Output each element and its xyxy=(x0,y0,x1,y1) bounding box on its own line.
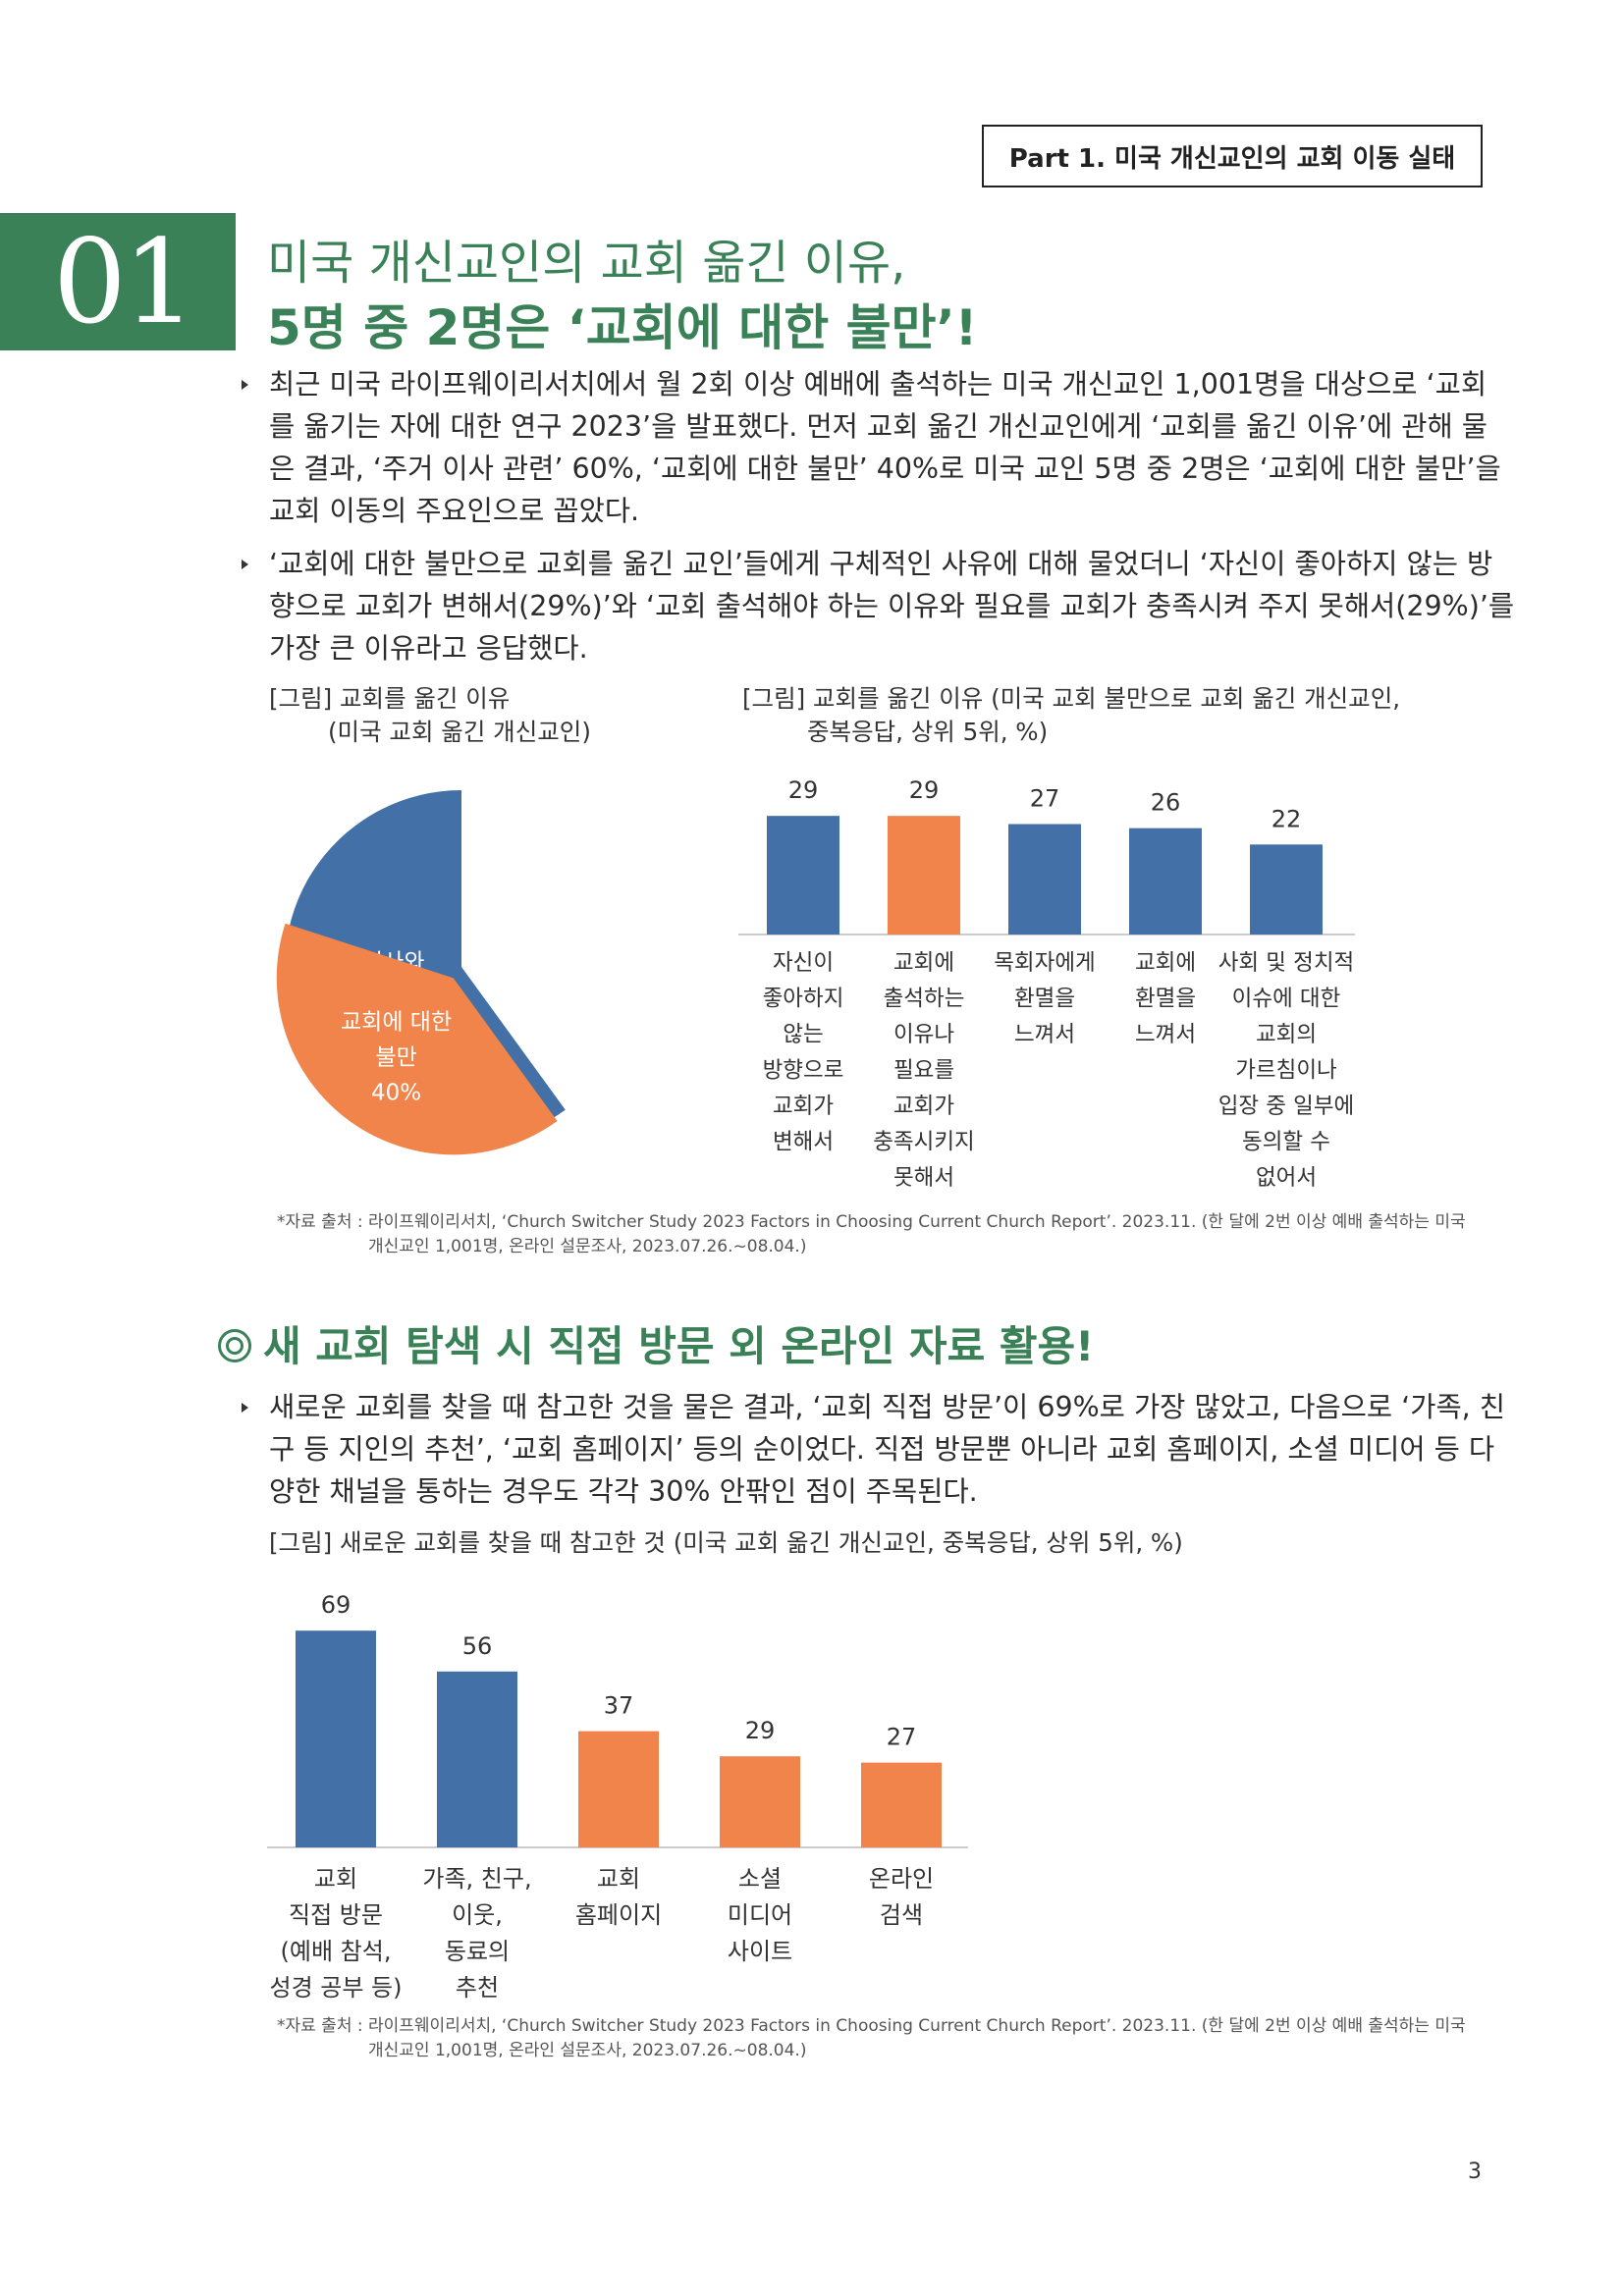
source-note-2: *자료 출처 : 라이프웨이리서치, ‘Church Switcher Stud… xyxy=(277,2014,1466,2063)
bar-value-label: 69 xyxy=(321,1591,352,1619)
bar1-caption: [그림] 교회를 옮긴 이유 (미국 교회 불만으로 교회 옮긴 개신교인, 중… xyxy=(742,682,1400,749)
source-line: 개신교인 1,001명, 온라인 설문조사, 2023.07.26.~08.04… xyxy=(368,2041,807,2060)
section2-heading-text: 새 교회 탐색 시 직접 방문 외 온라인 자료 활용! xyxy=(263,1322,1095,1370)
bar xyxy=(437,1671,517,1847)
bar2-caption: [그림] 새로운 교회를 찾을 때 참고한 것 (미국 교회 옮긴 개신교인, … xyxy=(269,1528,1183,1557)
bar-category-label: 교회에 환멸을 느껴서 xyxy=(1135,950,1196,1047)
bar xyxy=(888,816,960,934)
section-number: 01 xyxy=(52,214,196,349)
bar-category-label: 교회에 출석하는 이유나 필요를 교회가 충족시키지 못해서 xyxy=(873,950,975,1191)
bar-chart-reasons: 29 자신이 좋아하지 않는 방향으로 교회가 변해서 29 교회에 출석하는 이유나 필요를 교회가 충… xyxy=(738,776,1355,1191)
paragraph-line: 교회 이동의 주요인으로 꼽았다. xyxy=(269,495,640,527)
pie-caption-line2: (미국 교회 옮긴 개신교인) xyxy=(328,718,591,746)
bar-category-label: 가족, 친구, 이웃, 동료의 추천 xyxy=(422,1865,531,2002)
bar-category-label: 목회자에게 환멸을 느껴서 xyxy=(994,950,1096,1047)
section-title-line1: 미국 개신교인의 교회 옮긴 이유, xyxy=(267,236,906,291)
bar-category-label: 사회 및 정치적 이슈에 대한 교회의 가르침이나 입장 중 일부에 동의할 수 없어서 xyxy=(1218,950,1355,1191)
paragraph-line: 은 결과, ‘주거 이사 관련’ 60%, ‘교회에 대한 불만’ 40%로 미… xyxy=(269,453,1501,485)
paragraph-3: 새로운 교회를 찾을 때 참고한 것을 물은 결과, ‘교회 직접 방문’이 6… xyxy=(242,1386,1505,1513)
bar xyxy=(767,816,839,934)
bar-chart-sources: 69 교회 직접 방문 (예배 참석, 성경 공부 등) 56 가족, 친구, 이웃, 동료의 추… xyxy=(267,1591,968,2002)
bar xyxy=(1129,828,1202,934)
paragraph-line: 가장 큰 이유라고 응답했다. xyxy=(269,632,588,665)
source-line: *자료 출처 : 라이프웨이리서치, ‘Church Switcher Stud… xyxy=(277,1212,1466,1232)
bar xyxy=(720,1756,800,1847)
paragraph-1: 최근 미국 라이프웨이리서치에서 월 2회 이상 예배에 출석하는 미국 개신교… xyxy=(242,363,1501,532)
section2-heading: 새 교회 탐색 시 직접 방문 외 온라인 자료 활용! xyxy=(218,1313,1094,1373)
bar-value-label: 29 xyxy=(745,1717,776,1744)
bar-value-label: 37 xyxy=(604,1692,634,1720)
bullet-icon xyxy=(242,560,248,569)
paragraph-line: ‘교회에 대한 불만으로 교회를 옮긴 교인’들에게 구체적인 사유에 대해 물… xyxy=(269,548,1493,580)
bar xyxy=(1250,844,1323,934)
paragraph-line: 를 옮기는 자에 대한 연구 2023’을 발표했다. 먼저 교회 옮긴 개신교… xyxy=(269,410,1488,443)
bar-value-label: 27 xyxy=(1030,785,1060,813)
double-circle-icon xyxy=(218,1329,251,1362)
bar xyxy=(861,1762,942,1847)
paragraph-line: 향으로 교회가 변해서(29%)’와 ‘교회 출석해야 하는 이유와 필요를 교… xyxy=(269,590,1515,622)
page-number: 3 xyxy=(1468,2160,1482,2184)
source-note-1: *자료 출처 : 라이프웨이리서치, ‘Church Switcher Stud… xyxy=(277,1210,1466,1259)
bar xyxy=(578,1731,659,1847)
bar-category-label: 소셜 미디어 사이트 xyxy=(728,1865,792,1965)
pie-slice xyxy=(276,923,558,1155)
bar-category-label: 교회 홈페이지 xyxy=(575,1865,662,1929)
pie-slice-label: 교회에 대한 불만 40% xyxy=(341,1009,452,1105)
paragraph-line: 구 등 지인의 추천’, ‘교회 홈페이지’ 등의 순이었다. 직접 방문뿐 아… xyxy=(269,1433,1495,1466)
bullet-icon xyxy=(242,380,248,390)
paragraph-2: ‘교회에 대한 불만으로 교회를 옮긴 교인’들에게 구체적인 사유에 대해 물… xyxy=(242,543,1515,669)
bar-value-label: 22 xyxy=(1271,805,1302,832)
paragraph-line: 새로운 교회를 찾을 때 참고한 것을 물은 결과, ‘교회 직접 방문’이 6… xyxy=(269,1391,1506,1423)
paragraph-line: 최근 미국 라이프웨이리서치에서 월 2회 이상 예배에 출석하는 미국 개신교… xyxy=(269,368,1488,400)
part-label: Part 1. 미국 개신교인의 교회 이동 실태 xyxy=(1008,143,1456,174)
bar-value-label: 29 xyxy=(909,776,940,804)
bar-value-label: 29 xyxy=(788,776,819,804)
section-number-block: 01 xyxy=(0,213,236,350)
source-line: 개신교인 1,001명, 온라인 설문조사, 2023.07.26.~08.04… xyxy=(368,1237,807,1256)
bar-category-label: 온라인 검색 xyxy=(869,1865,934,1929)
bar-value-label: 26 xyxy=(1151,789,1181,817)
bar1-caption-line1: [그림] 교회를 옮긴 이유 (미국 교회 불만으로 교회 옮긴 개신교인, xyxy=(742,684,1401,713)
bullet-icon xyxy=(242,1403,248,1413)
bar-category-label: 자신이 좋아하지 않는 방향으로 교회가 변해서 xyxy=(763,950,844,1155)
pie-caption: [그림] 교회를 옮긴 이유 (미국 교회 옮긴 개신교인) xyxy=(269,682,591,749)
part-label-box: Part 1. 미국 개신교인의 교회 이동 실태 xyxy=(982,125,1483,187)
bar-value-label: 56 xyxy=(462,1632,493,1660)
source-line: *자료 출처 : 라이프웨이리서치, ‘Church Switcher Stud… xyxy=(277,2016,1466,2036)
pie-caption-line1: [그림] 교회를 옮긴 이유 xyxy=(269,684,511,713)
bar xyxy=(1008,824,1081,934)
bar-value-label: 27 xyxy=(887,1724,917,1751)
bar xyxy=(296,1630,376,1847)
bar-category-label: 교회 직접 방문 (예배 참석, 성경 공부 등) xyxy=(269,1865,402,2002)
section-title-line2: 5명 중 2명은 ‘교회에 대한 불만’! xyxy=(267,299,978,356)
bar1-caption-line2: 중복응답, 상위 5위, %) xyxy=(807,718,1049,746)
paragraph-line: 양한 채널을 통하는 경우도 각각 30% 안팎인 점이 주목된다. xyxy=(269,1475,978,1508)
